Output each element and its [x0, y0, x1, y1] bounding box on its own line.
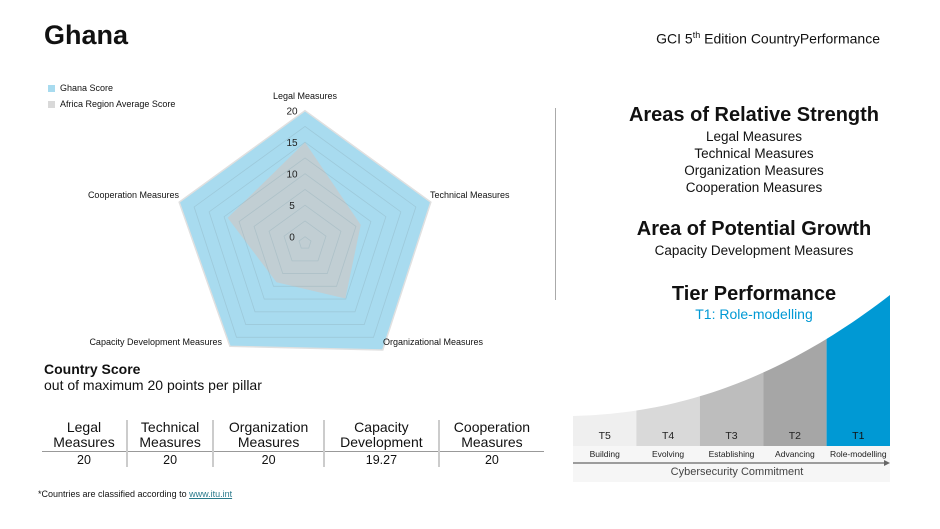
radar-axis-label: Capacity Development Measures	[89, 337, 222, 347]
tier-code: T4	[662, 430, 674, 442]
tier-code: T2	[789, 430, 801, 442]
header-technical: Technical Measures	[125, 420, 214, 452]
score-table: Legal Measures Technical Measures Organiza…	[42, 420, 544, 467]
growth-title: Area of Potential Growth	[636, 218, 872, 240]
score-title: Country Score	[44, 361, 141, 377]
radar-grid-ring	[208, 141, 402, 325]
radar-tick-label: 0	[289, 233, 295, 244]
strength-list: Legal Measures Technical Measures Organi…	[600, 128, 908, 196]
strength-item: Cooperation Measures	[685, 180, 823, 195]
tier-bar-t5	[573, 410, 637, 446]
edition-title: GCI 5th Edition CountryPerformance	[656, 30, 880, 47]
header-cooperation: Cooperation Measures	[437, 420, 544, 452]
header-capacity: Capacity Development	[322, 420, 439, 452]
tier-title: Tier Performance	[671, 283, 837, 305]
legend-ghana: Ghana Score	[48, 83, 113, 93]
header-organization: Organization Measures	[212, 420, 324, 452]
tier-current: T1: Role-modelling	[695, 306, 813, 322]
radar-axis-label: Technical Measures	[430, 190, 510, 200]
itu-link[interactable]: www.itu.int	[189, 489, 233, 499]
score-subtitle: out of maximum 20 points per pillar	[44, 377, 262, 393]
radar-chart: 0 5 10 15 20 Legal Measures Technical Measures…	[88, 91, 510, 351]
arrow-head-icon	[884, 460, 890, 466]
tier-name: Establishing	[709, 449, 755, 459]
radar-grid-ring	[253, 188, 357, 287]
tier-name: Role-modelling	[830, 449, 887, 459]
value-organization: 20	[212, 451, 324, 467]
tier-axis-background	[573, 446, 890, 482]
radar-axis-label: Legal Measures	[273, 91, 338, 101]
radar-grid-ring	[283, 220, 327, 262]
edition-sup: th	[692, 30, 701, 40]
radar-grid-ring	[193, 125, 417, 338]
footnote-text: *Countries are classified according to	[38, 489, 190, 499]
legend-africa: Africa Region Average Score	[48, 99, 175, 109]
score-value-row: 20 20 20 19.27 20	[42, 451, 544, 467]
divider	[555, 108, 556, 300]
radar-axis-label: Cooperation Measures	[88, 190, 180, 200]
radar-grid-ring	[223, 157, 387, 313]
growth-item: Capacity Development Measures	[654, 243, 854, 258]
radar-grid-ring	[238, 173, 372, 300]
radar-tick-label: 10	[286, 170, 298, 181]
radar-series-africa	[227, 142, 361, 299]
commitment-label: Cybersecurity Commitment	[671, 466, 804, 478]
legend-swatch	[48, 84, 55, 92]
tier-bar-t3	[699, 372, 764, 446]
edition-prefix: GCI 5	[656, 30, 693, 47]
strength-item: Legal Measures	[705, 129, 803, 144]
radar-grid-ring	[298, 236, 312, 249]
legend-swatch	[48, 100, 55, 108]
value-technical: 20	[125, 451, 214, 467]
strength-item: Technical Measures	[694, 146, 814, 161]
radar-tick-label: 20	[286, 107, 298, 118]
value-legal: 20	[77, 453, 91, 467]
footnote: *Countries are classified according to w…	[38, 489, 232, 499]
tier-bar-t2	[763, 338, 827, 446]
value-cooperation: 20	[437, 451, 544, 467]
score-header-row: Legal Measures Technical Measures Organiza…	[42, 420, 544, 452]
radar-tick-label: 15	[286, 138, 298, 149]
tier-code: T1	[852, 430, 864, 442]
tier-code: T3	[725, 430, 737, 442]
radar-tick-label: 5	[289, 201, 295, 212]
strength-item: Organization Measures	[684, 163, 824, 178]
tier-name: Building	[590, 449, 621, 459]
edition-suffix: Edition CountryPerformance	[700, 30, 880, 47]
legend-label: Africa Region Average Score	[60, 99, 176, 109]
value-capacity: 19.27	[322, 451, 439, 467]
tier-bar-t4	[636, 396, 700, 446]
country-title: Ghana	[44, 20, 129, 50]
tier-name: Advancing	[775, 449, 815, 459]
legend-label: Ghana Score	[60, 83, 114, 93]
tier-name: Evolving	[652, 449, 684, 459]
tier-bar-t1	[826, 295, 890, 446]
tier-code: T5	[599, 430, 611, 442]
header-legal: Legal Measures	[42, 420, 127, 452]
radar-grid-ring	[268, 204, 342, 274]
strength-title: Areas of Relative Strength	[628, 104, 880, 126]
radar-axis-label: Organizational Measures	[383, 337, 484, 347]
